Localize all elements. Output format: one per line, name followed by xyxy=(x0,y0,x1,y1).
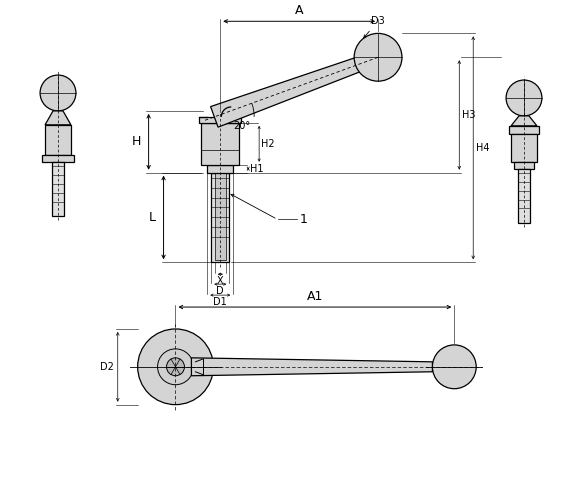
Text: X: X xyxy=(217,276,223,286)
Circle shape xyxy=(158,349,193,385)
Text: A1: A1 xyxy=(307,290,323,303)
Bar xyxy=(514,161,534,169)
Text: 20°: 20° xyxy=(233,121,251,131)
Circle shape xyxy=(354,33,402,81)
Bar xyxy=(511,134,537,161)
Bar xyxy=(42,155,74,161)
Text: D3: D3 xyxy=(371,16,385,26)
Text: H4: H4 xyxy=(476,143,489,153)
Text: H2: H2 xyxy=(261,139,275,149)
Circle shape xyxy=(506,80,542,116)
Bar xyxy=(201,123,239,165)
Bar xyxy=(200,117,241,123)
Bar xyxy=(45,125,71,155)
Bar xyxy=(509,126,539,134)
Text: D: D xyxy=(217,286,224,296)
Bar xyxy=(518,169,530,224)
Circle shape xyxy=(432,345,476,388)
Text: H1: H1 xyxy=(250,164,264,174)
Circle shape xyxy=(40,75,76,111)
Polygon shape xyxy=(511,116,537,126)
Bar xyxy=(207,165,233,173)
Circle shape xyxy=(166,358,184,376)
Text: L: L xyxy=(148,211,155,224)
Polygon shape xyxy=(211,51,381,127)
Bar xyxy=(211,173,229,262)
Bar xyxy=(215,173,226,260)
Text: H: H xyxy=(132,135,141,148)
Bar xyxy=(52,161,65,216)
Text: H3: H3 xyxy=(462,110,475,120)
Polygon shape xyxy=(45,111,71,125)
Text: 1: 1 xyxy=(300,213,307,226)
Text: A: A xyxy=(295,4,303,17)
Polygon shape xyxy=(191,358,432,376)
Circle shape xyxy=(138,329,214,404)
Text: D2: D2 xyxy=(100,362,113,372)
Text: D1: D1 xyxy=(214,297,227,307)
